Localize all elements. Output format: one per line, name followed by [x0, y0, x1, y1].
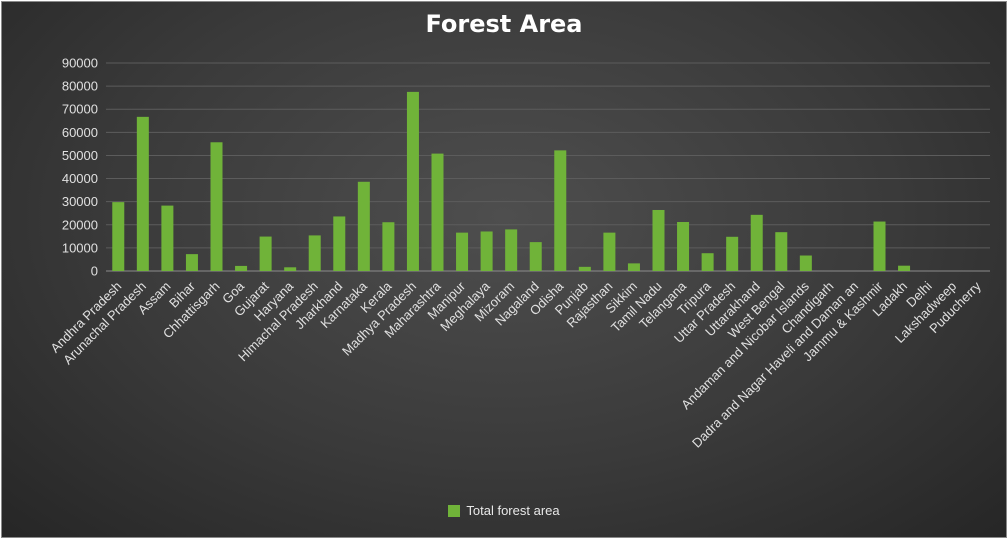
- bar: [308, 235, 321, 271]
- bar: [112, 202, 125, 271]
- bar: [750, 214, 763, 271]
- y-tick-label: 80000: [62, 79, 98, 94]
- y-tick-label: 60000: [62, 125, 98, 140]
- legend-swatch: [448, 504, 461, 517]
- legend: Total forest area: [2, 503, 1006, 518]
- bar: [161, 205, 174, 271]
- y-tick-label: 10000: [62, 240, 98, 255]
- bar: [382, 222, 395, 271]
- bar: [505, 229, 518, 271]
- bar: [873, 221, 886, 271]
- bar: [652, 209, 665, 271]
- bar: [775, 232, 788, 271]
- bar: [726, 236, 739, 271]
- bar: [677, 222, 690, 271]
- bar: [799, 255, 812, 271]
- bar: [357, 181, 370, 271]
- y-tick-label: 70000: [62, 102, 98, 117]
- bar: [603, 232, 616, 271]
- bar: [898, 265, 911, 271]
- y-tick-label: 50000: [62, 148, 98, 163]
- y-tick-label: 90000: [62, 56, 98, 71]
- bar: [284, 267, 297, 271]
- bar: [431, 153, 444, 271]
- y-tick-label: 20000: [62, 217, 98, 232]
- bar: [456, 232, 469, 271]
- y-tick-label: 0: [91, 264, 98, 279]
- bar: [235, 265, 248, 271]
- bar: [578, 266, 591, 271]
- y-tick-label: 40000: [62, 171, 98, 186]
- bar: [529, 242, 542, 271]
- bar: [701, 253, 714, 271]
- bar: [333, 216, 346, 271]
- bar: [554, 150, 567, 271]
- bar: [210, 142, 223, 271]
- bar: [480, 231, 493, 271]
- bar: [627, 263, 640, 271]
- chart-title: Forest Area: [425, 10, 583, 38]
- bar: [185, 254, 198, 271]
- legend-label: Total forest area: [466, 503, 560, 518]
- bar: [259, 236, 272, 271]
- y-tick-label: 30000: [62, 194, 98, 209]
- bar: [406, 91, 419, 271]
- bar: [136, 116, 149, 271]
